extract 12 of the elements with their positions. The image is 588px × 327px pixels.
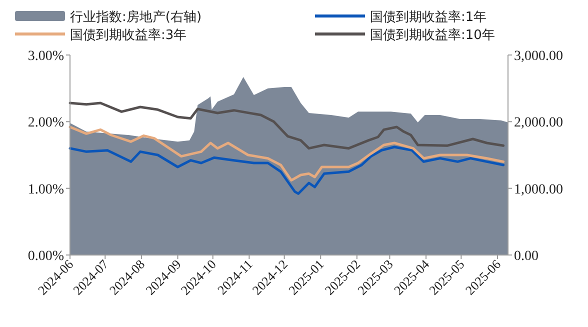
y2-tick-label: 1,000.00 xyxy=(514,182,563,198)
legend-label: 国债到期收益率:10年 xyxy=(370,27,495,43)
y-tick-label: 2.00% xyxy=(28,116,64,131)
y2-tick-label: 3,000.00 xyxy=(514,49,563,64)
y-tick-label: 3.00% xyxy=(28,49,64,64)
y2-tick-label: 2,000.00 xyxy=(514,116,563,131)
legend-label: 国债到期收益率:1年 xyxy=(370,9,487,25)
y-tick-label: 1.00% xyxy=(28,182,64,198)
y2-tick-label: 0.00 xyxy=(514,249,538,264)
legend-label: 国债到期收益率:3年 xyxy=(70,27,187,43)
legend-label: 行业指数:房地产(右轴) xyxy=(70,9,202,25)
y-tick-label: 0.00% xyxy=(28,249,64,264)
